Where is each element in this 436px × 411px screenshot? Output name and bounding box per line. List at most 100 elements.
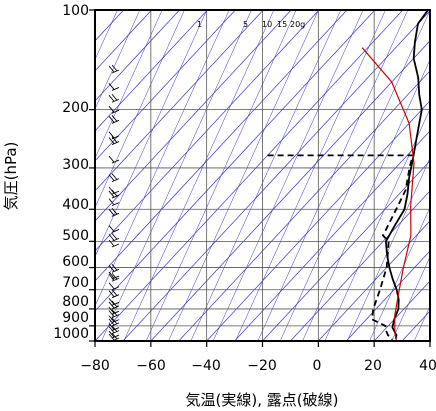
barb-staff (111, 243, 120, 248)
wind-barb (108, 83, 120, 91)
isotherm-line (95, 10, 348, 282)
wind-barb (108, 233, 120, 242)
mixing-ratio-line (413, 305, 430, 341)
barb-staff (111, 69, 120, 74)
barb-flag (111, 309, 118, 316)
wind-barb (108, 239, 120, 248)
wind-barb (108, 93, 120, 103)
wind-barb (108, 272, 120, 282)
x-tick-label: −20 (247, 358, 277, 374)
isotherm-line (373, 280, 430, 341)
barb-staff (111, 87, 120, 91)
barb-flag (108, 326, 115, 333)
barb-flag (111, 272, 118, 280)
barb-flag (111, 332, 118, 340)
barb-flag (111, 93, 118, 101)
barb-flag (108, 318, 115, 326)
barb-staff (111, 319, 120, 324)
wind-barb (108, 263, 120, 273)
barb-flag (108, 190, 115, 198)
barb-staff (111, 202, 120, 207)
barb-flag (108, 301, 115, 309)
mixing-ratio-line (123, 10, 275, 341)
isotherm-line (262, 160, 430, 341)
barb-staff (111, 305, 120, 310)
mixing-ratio-line (302, 59, 430, 341)
barb-flag (108, 116, 115, 123)
wind-barb (108, 64, 120, 74)
wind-barb (108, 198, 120, 207)
y-tick-label: 800 (62, 294, 89, 310)
dewpoint-line (267, 154, 414, 341)
profile-lines (267, 10, 429, 341)
barb-staff (111, 159, 120, 164)
barb-flag (108, 297, 115, 305)
mixing-ratio-line (190, 10, 342, 341)
barb-flag (108, 174, 115, 181)
mixing-ratio-line (279, 10, 430, 341)
barb-staff (111, 322, 120, 327)
barb-staff (111, 178, 120, 183)
mixing-ratio-line (324, 108, 430, 341)
isotherm-line (206, 100, 430, 341)
wind-barb (108, 189, 120, 199)
barb-staff (111, 301, 120, 306)
mixing-ratio-label-5: 5 (243, 20, 248, 29)
y-tick-label: 900 (62, 310, 89, 326)
barb-staff (111, 294, 120, 299)
barb-flag (108, 333, 115, 341)
wind-barb (108, 225, 120, 233)
mixing-ratio-line (168, 10, 319, 341)
isotherm-line (95, 10, 404, 341)
wind-barb (108, 282, 120, 291)
y-tick-label: 1000 (53, 326, 89, 342)
isotherm-line (95, 10, 208, 132)
x-tick-label: 40 (419, 358, 436, 374)
barb-flag (108, 310, 115, 317)
mixing-ratio-line (235, 10, 386, 341)
wind-barb (108, 115, 120, 124)
barb-flag (108, 234, 115, 241)
temperature-line (384, 10, 429, 339)
wind-barb (108, 155, 120, 164)
wind-barb (108, 323, 120, 331)
mixing-ratio-label-15: 15 (277, 20, 287, 29)
wind-barb (108, 306, 120, 315)
barb-flag (108, 271, 115, 279)
barb-flag (108, 131, 115, 139)
isotherm-line (122, 10, 430, 341)
barb-flag (108, 282, 115, 290)
isotherm-line (95, 10, 152, 72)
barb-flag (111, 136, 118, 143)
barb-flag (111, 263, 118, 271)
wind-barb (108, 173, 120, 183)
barb-flag (111, 289, 118, 297)
barb-staff (111, 229, 120, 233)
mixing-ratio-line (346, 157, 430, 341)
isotherm-line (318, 220, 430, 341)
barb-flag (108, 225, 115, 232)
barb-flag (108, 330, 115, 338)
wind-barb (108, 300, 120, 310)
barb-flag (108, 290, 115, 298)
x-tick-label: 20 (364, 358, 382, 374)
wind-barb (108, 289, 120, 299)
barb-staff (111, 268, 120, 273)
isotherm-line (150, 40, 430, 341)
barb-staff (111, 314, 120, 319)
wind-barb (108, 297, 120, 306)
barb-staff (111, 119, 120, 124)
barb-flag (111, 64, 118, 72)
mixing-ratio-line (95, 10, 141, 110)
isotherm-line (345, 250, 430, 341)
barb-flag (108, 137, 115, 144)
wind-barb (108, 208, 120, 217)
y-tick-label: 500 (62, 228, 89, 244)
barb-flag (111, 325, 118, 332)
mixing-ratio-line (95, 10, 230, 307)
y-tick-label: 700 (62, 275, 89, 291)
wind-barb (108, 309, 120, 319)
barb-flag (108, 306, 115, 314)
barb-flag (111, 115, 118, 122)
